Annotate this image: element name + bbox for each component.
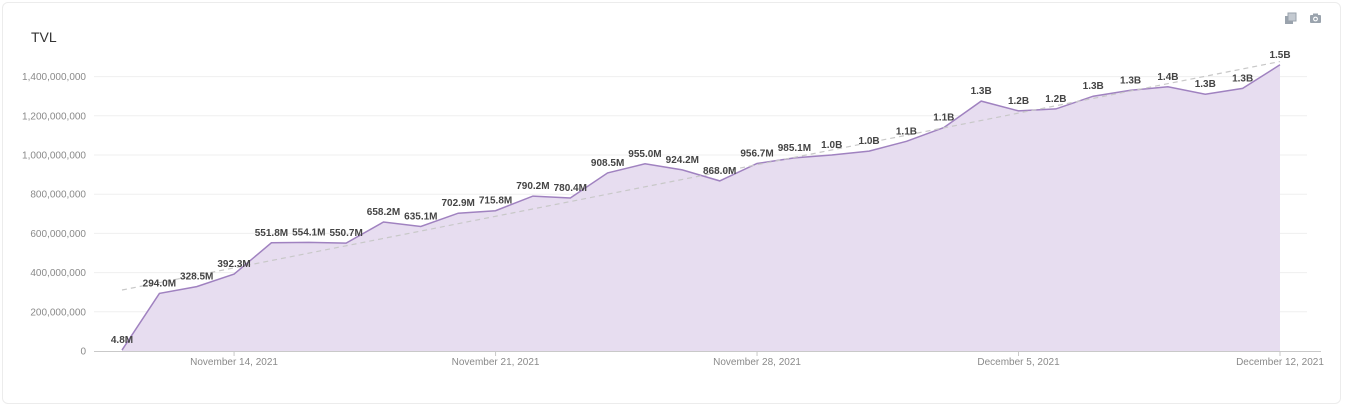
data-label: 551.8M (255, 228, 288, 239)
trend-line-group (121, 60, 1281, 291)
data-labels: 4.8M 294.0M 328.5M 392.3M 551.8M 554.1M 550.7M… (111, 50, 1291, 346)
series-line (121, 64, 1281, 351)
copy-icon[interactable] (1284, 12, 1297, 25)
data-label: 715.8M (479, 196, 512, 207)
x-tick-label: November 21, 2021 (452, 357, 540, 368)
y-tick-label: 800,000,000 (30, 190, 86, 201)
data-label: 294.0M (143, 278, 176, 289)
data-label: 1.0B (821, 140, 842, 151)
data-label: 1.0B (859, 136, 880, 147)
data-label: 924.2M (666, 155, 699, 166)
chart-title: TVL (31, 29, 57, 45)
data-label: 550.7M (329, 228, 362, 239)
data-label: 392.3M (217, 259, 250, 270)
data-label: 790.2M (516, 181, 549, 192)
area-fill (122, 64, 1280, 352)
data-label: 780.4M (554, 183, 587, 194)
data-label: 1.3B (1120, 75, 1141, 86)
y-tick-label: 200,000,000 (30, 307, 86, 318)
y-tick-label: 400,000,000 (30, 268, 86, 279)
data-label: 658.2M (367, 207, 400, 218)
data-label: 955.0M (628, 149, 661, 160)
data-label: 1.1B (933, 113, 954, 124)
data-label: 1.3B (1195, 79, 1216, 90)
data-label: 1.3B (1083, 81, 1104, 92)
data-label: 4.8M (111, 335, 133, 346)
camera-icon[interactable] (1309, 12, 1322, 25)
x-tick-label: November 28, 2021 (713, 357, 801, 368)
area-series (121, 64, 1281, 352)
data-label: 956.7M (740, 148, 773, 159)
x-tick-label: December 5, 2021 (977, 357, 1060, 368)
x-tick-label: November 14, 2021 (190, 357, 278, 368)
y-tick-label: 1,400,000,000 (22, 72, 86, 83)
data-label: 1.2B (1008, 96, 1029, 107)
y-tick-label: 600,000,000 (30, 229, 86, 240)
y-tick-label: 0 (80, 347, 86, 358)
chart-toolbar (1284, 12, 1322, 25)
data-label: 1.2B (1045, 94, 1066, 105)
y-tick-label: 1,000,000,000 (22, 151, 86, 162)
x-axis: November 14, 2021 November 21, 2021 Novemb… (94, 351, 1324, 368)
data-label: 908.5M (591, 158, 624, 169)
trend-line (121, 60, 1281, 291)
x-tick-label: December 12, 2021 (1236, 357, 1324, 368)
data-label: 868.0M (703, 166, 736, 177)
data-label: 1.5B (1269, 50, 1290, 61)
data-label: 1.1B (896, 126, 917, 137)
data-label: 635.1M (404, 212, 437, 223)
data-label: 985.1M (778, 143, 811, 154)
y-tick-label: 1,200,000,000 (22, 111, 86, 122)
data-label: 702.9M (442, 198, 475, 209)
data-label: 554.1M (292, 227, 325, 238)
data-label: 1.3B (1232, 73, 1253, 84)
data-label: 1.4B (1157, 72, 1178, 83)
data-label: 328.5M (180, 272, 213, 283)
y-axis: 0 200,000,000 400,000,000 600,000,000 800,00… (22, 72, 86, 357)
data-label: 1.3B (971, 86, 992, 97)
